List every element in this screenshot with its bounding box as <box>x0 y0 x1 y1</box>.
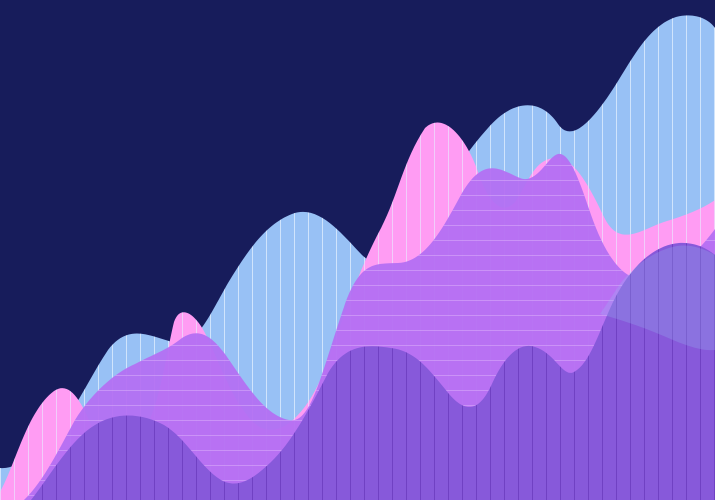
deep-purple-wave-stripes <box>0 242 715 500</box>
blue-foreground-wave <box>600 245 715 351</box>
